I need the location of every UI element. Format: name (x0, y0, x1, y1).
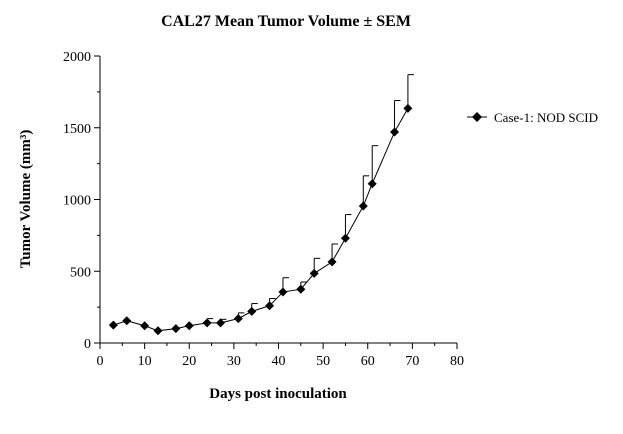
data-point-diamond (403, 103, 413, 113)
data-point-diamond (233, 314, 243, 324)
data-point-diamond (108, 320, 118, 330)
data-point-diamond (140, 321, 150, 331)
chart-title: CAL27 Mean Tumor Volume ± SEM (161, 13, 411, 30)
legend-label: Case-1: NOD SCID (494, 110, 598, 125)
data-point-diamond (390, 127, 400, 137)
x-tick-label: 30 (227, 354, 241, 369)
series-line (113, 108, 409, 332)
data-point-diamond (367, 179, 377, 189)
y-tick-label: 500 (70, 265, 91, 280)
y-tick-label: 2000 (63, 50, 91, 65)
data-point-diamond (171, 324, 181, 334)
axes (99, 56, 457, 344)
data-point-diamond (153, 326, 163, 336)
data-point-diamond (309, 268, 319, 278)
x-tick-label: 40 (272, 354, 286, 369)
data-point-diamond (215, 318, 225, 328)
y-tick-label: 1000 (63, 194, 91, 209)
legend-diamond-marker (472, 112, 482, 122)
x-axis-label: Days post inoculation (209, 386, 347, 402)
data-point-diamond (296, 284, 306, 294)
plot-area (108, 74, 414, 336)
y-tick-label: 0 (84, 337, 91, 352)
x-axis-ticks: 0 10 20 30 40 50 60 70 80 (97, 343, 464, 369)
legend: Case-1: NOD SCID (467, 110, 598, 125)
x-tick-label: 0 (97, 354, 104, 369)
data-point-diamond (358, 201, 368, 211)
data-point-diamond (184, 321, 194, 331)
x-tick-label: 50 (316, 354, 330, 369)
y-tick-label: 1500 (63, 122, 91, 137)
data-point-diamond (247, 306, 257, 316)
data-point-diamond (265, 301, 275, 311)
data-point-diamond (340, 233, 350, 243)
x-tick-label: 10 (138, 354, 152, 369)
x-tick-label: 60 (361, 354, 375, 369)
data-point-diamond (122, 316, 132, 326)
data-point-diamond (202, 318, 212, 328)
data-point-diamond (278, 287, 288, 297)
data-point-diamond (327, 257, 337, 267)
x-tick-label: 20 (182, 354, 196, 369)
y-axis-ticks: 0 500 1000 1500 2000 (63, 50, 100, 352)
x-tick-label: 80 (450, 354, 464, 369)
y-axis-label: Tumor Volume (mm³) (18, 130, 34, 269)
x-tick-label: 70 (405, 354, 419, 369)
